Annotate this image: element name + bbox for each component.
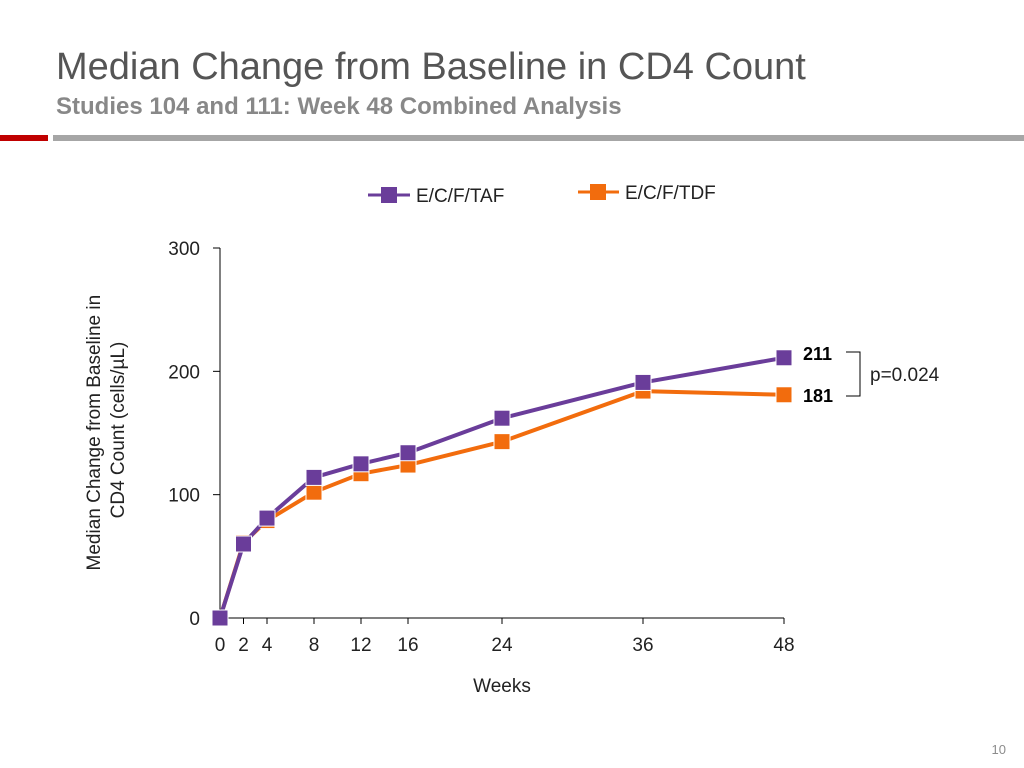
x-axis-ticks: 0 2 4 8 12 16 24 36 48 <box>215 618 795 656</box>
data-point-taf <box>211 609 229 627</box>
data-point-taf <box>493 409 511 427</box>
legend-taf-label: E/C/F/TAF <box>416 186 504 207</box>
y-tick-label: 300 <box>168 239 200 260</box>
x-tick-label: 48 <box>773 635 794 656</box>
y-tick-label: 200 <box>168 362 200 383</box>
title-rule-accent <box>0 135 48 141</box>
legend: E/C/F/TAF E/C/F/TDF <box>368 183 716 207</box>
y-axis-ticks: 0 100 200 300 <box>168 239 220 630</box>
legend-tdf-marker <box>590 184 606 200</box>
title-rule <box>53 135 1024 141</box>
significance-bracket <box>846 351 861 397</box>
page-title: Median Change from Baseline in CD4 Count <box>56 46 806 88</box>
data-point-taf <box>235 535 252 553</box>
x-tick-label: 0 <box>215 635 226 656</box>
y-axis-label-line-1: Median Change from Baseline in <box>84 295 105 571</box>
y-tick-label: 100 <box>168 486 200 507</box>
x-tick-label: 24 <box>491 635 513 656</box>
data-point-taf <box>305 468 323 486</box>
end-label-taf: 211 <box>803 344 832 364</box>
x-tick-label: 12 <box>350 635 371 656</box>
legend-taf-marker <box>381 187 397 203</box>
data-point-taf <box>352 455 370 473</box>
data-point-taf <box>258 509 276 527</box>
page-subtitle: Studies 104 and 111: Week 48 Combined An… <box>56 93 622 120</box>
data-point-tdf <box>775 386 793 404</box>
data-point-taf <box>634 373 652 391</box>
series-line-taf <box>218 355 785 619</box>
x-tick-label: 36 <box>632 635 653 656</box>
data-point-taf <box>775 349 793 367</box>
x-axis-label: Weeks <box>473 676 531 697</box>
x-tick-label: 4 <box>262 635 273 656</box>
legend-tdf-label: E/C/F/TDF <box>625 183 716 204</box>
data-point-taf <box>399 444 417 462</box>
x-tick-label: 8 <box>309 635 320 656</box>
end-label-tdf: 181 <box>803 386 833 406</box>
page-number: 10 <box>991 742 1006 757</box>
y-axis-label: Median Change from Baseline in CD4 Count… <box>84 290 129 571</box>
x-tick-label: 2 <box>238 635 249 656</box>
y-tick-label: 0 <box>189 609 200 630</box>
data-point-tdf <box>493 433 511 451</box>
data-point-tdf <box>305 483 323 501</box>
x-tick-label: 16 <box>397 635 418 656</box>
p-value-annotation: p=0.024 <box>870 365 940 386</box>
series-layer <box>211 349 793 627</box>
y-axis-label-line-2: CD4 Count (cells/µL) <box>108 342 129 519</box>
